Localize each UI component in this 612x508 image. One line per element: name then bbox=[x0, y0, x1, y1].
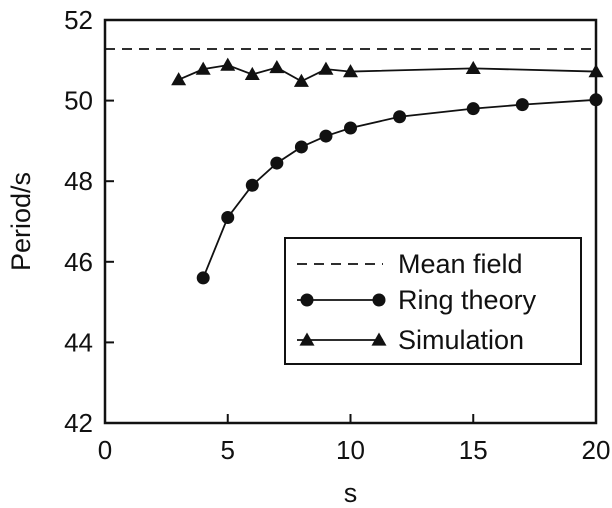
legend-marker-ring-theory bbox=[300, 293, 314, 307]
y-axis-label: Period/s bbox=[6, 172, 36, 271]
y-tick-label: 44 bbox=[64, 327, 93, 357]
data-point-simulation bbox=[220, 57, 236, 71]
y-tick-label: 46 bbox=[64, 247, 93, 277]
x-tick-label: 20 bbox=[582, 435, 611, 465]
axes: 0 5 10 15 20 42 44 46 48 50 52 bbox=[64, 5, 610, 465]
x-tick-label: 0 bbox=[98, 435, 112, 465]
data-point-ring-theory bbox=[270, 156, 284, 170]
legend-label-simulation: Simulation bbox=[398, 325, 524, 355]
data-point-simulation bbox=[195, 61, 211, 75]
legend-box bbox=[284, 237, 582, 365]
data-point-ring-theory bbox=[466, 102, 480, 116]
y-tick-label: 52 bbox=[64, 5, 93, 35]
series-line-simulation bbox=[178, 64, 597, 83]
legend: Mean field Ring theory Simulation bbox=[284, 237, 582, 365]
y-tick-label: 50 bbox=[64, 86, 93, 116]
data-point-ring-theory bbox=[589, 93, 603, 107]
series-simulation bbox=[171, 57, 604, 87]
data-point-simulation bbox=[318, 61, 334, 75]
data-point-simulation bbox=[244, 66, 260, 81]
data-point-ring-theory bbox=[319, 129, 333, 143]
y-tick-label: 48 bbox=[64, 166, 93, 196]
legend-marker-simulation bbox=[299, 332, 315, 346]
data-point-simulation bbox=[293, 73, 309, 87]
data-point-simulation bbox=[588, 64, 604, 78]
data-point-ring-theory bbox=[196, 271, 210, 285]
legend-label-mean-field: Mean field bbox=[398, 249, 523, 279]
x-tick-label: 10 bbox=[336, 435, 365, 465]
series-layer bbox=[105, 48, 604, 285]
data-point-ring-theory bbox=[294, 140, 308, 154]
y-tick-label: 42 bbox=[64, 408, 93, 438]
data-point-simulation bbox=[269, 60, 285, 74]
series-ring-theory bbox=[196, 93, 603, 285]
data-point-ring-theory bbox=[515, 98, 529, 112]
legend-marker-simulation bbox=[371, 332, 387, 346]
data-point-simulation bbox=[171, 72, 187, 86]
data-point-ring-theory bbox=[393, 110, 407, 124]
x-tick-label: 5 bbox=[221, 435, 235, 465]
x-axis-label: s bbox=[344, 478, 358, 508]
data-point-ring-theory bbox=[221, 210, 235, 224]
x-tick-label: 15 bbox=[459, 435, 488, 465]
data-point-ring-theory bbox=[344, 121, 357, 135]
data-point-simulation bbox=[343, 64, 358, 78]
data-point-simulation bbox=[465, 60, 481, 74]
data-point-ring-theory bbox=[245, 178, 259, 192]
legend-label-ring-theory: Ring theory bbox=[398, 285, 537, 315]
legend-marker-ring-theory bbox=[372, 293, 386, 307]
